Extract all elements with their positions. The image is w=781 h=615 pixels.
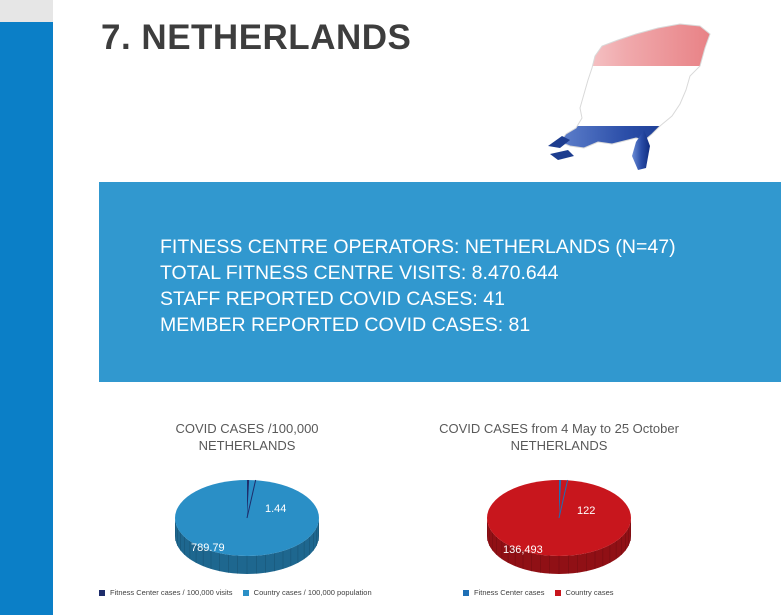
staff-cases-line: STAFF REPORTED COVID CASES: 41 [160,288,505,310]
legend-swatch [99,590,105,597]
chart-title: COVID CASES from 4 May to 25 October NET… [409,420,709,454]
pie-chart: 1.44 789.79 [175,479,319,574]
legend-label: Country cases [565,588,614,597]
member-cases-line: MEMBER REPORTED COVID CASES: 81 [160,314,531,336]
pie-chart: 122 136,493 [487,479,631,574]
legend-chart-1: Fitness Center cases / 100,000 visits Co… [99,588,380,597]
chart-subtitle-line: NETHERLANDS [198,438,296,453]
chart-title-line: COVID CASES /100,000 [175,421,319,436]
legend-label: Fitness Center cases [474,588,545,597]
chart-title: COVID CASES /100,000 NETHERLANDS [97,420,397,454]
left-accent-bar [0,0,53,615]
legend-swatch [242,590,249,597]
data-label-small: 122 [577,505,595,517]
legend-chart-2: Fitness Center cases Country cases [463,588,621,597]
legend-label: Country cases / 100,000 population [253,588,372,597]
pie-slice-small [559,480,562,518]
page-title: 7. NETHERLANDS [101,18,412,57]
chart-title-line: COVID CASES from 4 May to 25 October [439,421,679,436]
legend-label: Fitness Center cases / 100,000 visits [110,588,233,597]
legend-item: Country cases [554,588,614,597]
operators-line: FITNESS CENTRE OPERATORS: NETHERLANDS (N… [160,236,676,258]
data-label-large: 136,493 [503,544,543,556]
legend-swatch [463,590,469,597]
pie-slice-edge [558,479,569,519]
pie-slice-edge [246,479,257,519]
chart-subtitle-line: NETHERLANDS [510,438,608,453]
legend-item: Country cases / 100,000 population [242,588,372,597]
legend-swatch [554,590,561,597]
chart-cases-may-oct: COVID CASES from 4 May to 25 October NET… [409,420,709,610]
visits-line: TOTAL FITNESS CENTRE VISITS: 8.470.644 [160,262,559,284]
netherlands-flag-map-icon [548,23,711,170]
data-label-small: 1.44 [265,503,286,515]
chart-cases-per-100k: COVID CASES /100,000 NETHERLANDS 1.44 789… [97,420,397,610]
left-bar-top-gap [0,0,53,22]
pie-slice-small [247,480,250,518]
summary-box: FITNESS CENTRE OPERATORS: NETHERLANDS (N… [99,182,781,382]
data-label-large: 789.79 [191,542,225,554]
legend-item: Fitness Center cases / 100,000 visits [99,588,233,597]
legend-item: Fitness Center cases [463,588,544,597]
